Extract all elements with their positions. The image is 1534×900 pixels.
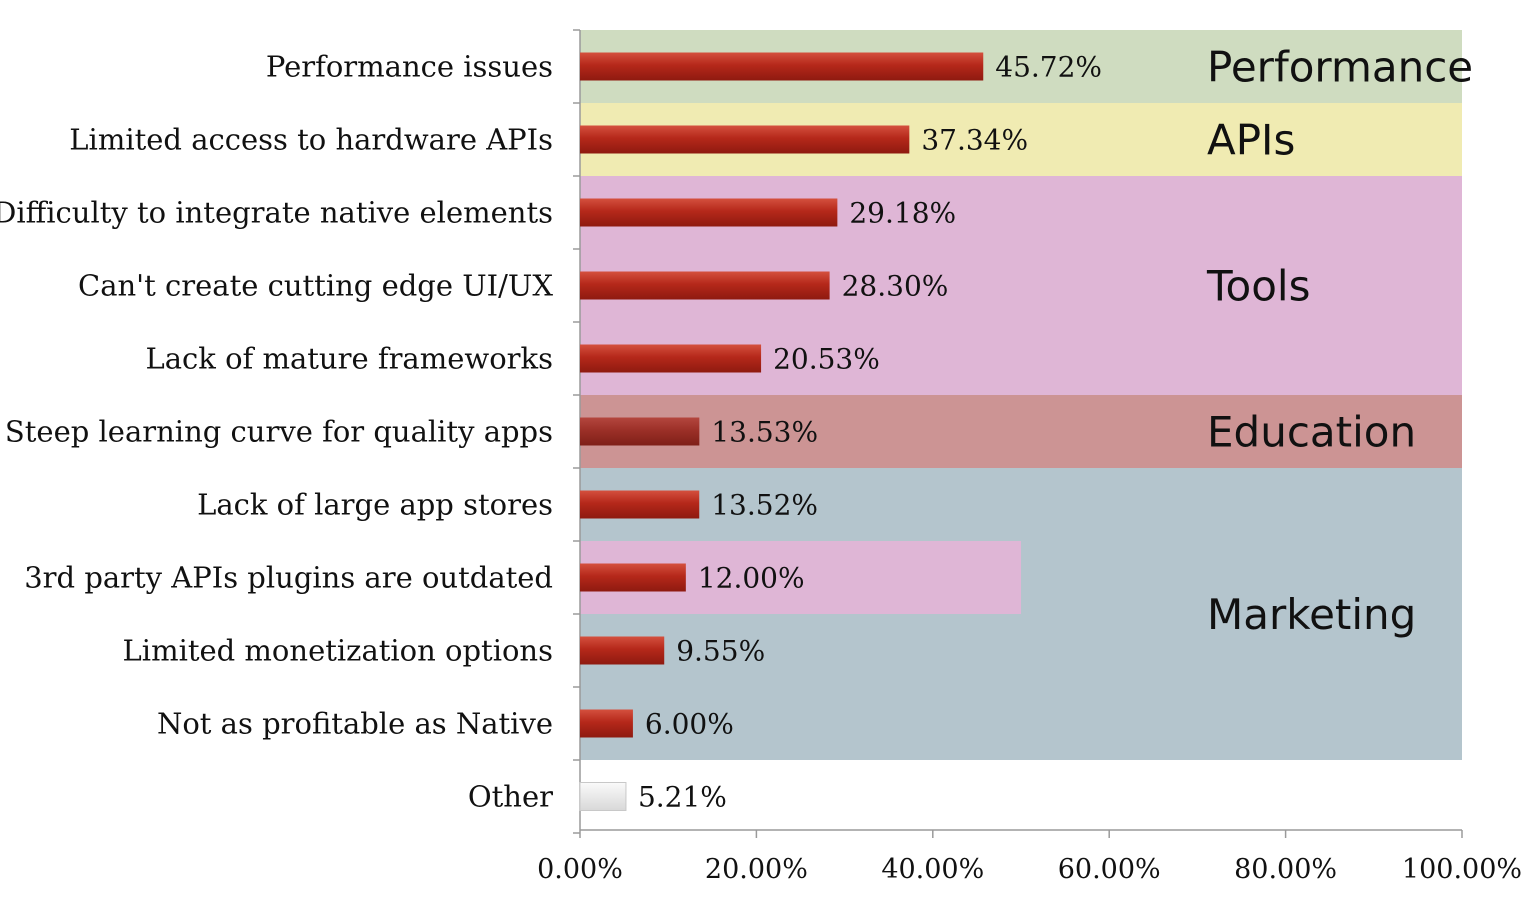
group-label-apis: APIs [1207, 116, 1295, 165]
category-label: Not as profitable as Native [157, 707, 553, 741]
bar [580, 490, 700, 519]
bar [580, 271, 830, 300]
bar [579, 782, 627, 811]
category-label: Difficulty to integrate native elements [0, 196, 553, 230]
x-tick-label: 80.00% [1234, 854, 1337, 885]
value-label: 13.53% [711, 416, 818, 449]
x-tick-label: 60.00% [1058, 854, 1161, 885]
category-label: Limited access to hardware APIs [69, 123, 553, 157]
bar [580, 563, 686, 592]
category-label: Other [468, 780, 553, 814]
category-group-bands [580, 30, 1462, 760]
value-label: 37.34% [921, 124, 1028, 157]
value-label: 29.18% [849, 197, 956, 230]
x-tick-label: 100.00% [1402, 854, 1522, 885]
value-label: 5.21% [638, 781, 727, 814]
group-label-marketing: Marketing [1207, 590, 1416, 639]
group-label-tools: Tools [1206, 262, 1310, 311]
value-label: 6.00% [645, 708, 734, 741]
bar [580, 125, 910, 154]
bar [580, 52, 984, 81]
x-tick-label: 20.00% [705, 854, 808, 885]
value-label: 28.30% [842, 270, 949, 303]
chart-labels: Performance APIs Tools Education Marketing 0.… [0, 43, 1522, 886]
value-label: 20.53% [773, 343, 880, 376]
value-label: 9.55% [676, 635, 765, 668]
x-tick-label: 0.00% [537, 854, 623, 885]
category-label: Lack of mature frameworks [145, 342, 553, 376]
category-label: Performance issues [266, 50, 553, 84]
bar [580, 198, 838, 227]
value-label: 13.52% [711, 489, 818, 522]
category-label: Can't create cutting edge UI/UX [78, 269, 553, 303]
category-label: Limited monetization options [123, 634, 553, 668]
group-label-performance: Performance [1207, 43, 1473, 92]
group-label-education: Education [1207, 408, 1416, 457]
category-label: Steep learning curve for quality apps [5, 415, 553, 449]
x-tick-label: 40.00% [881, 854, 984, 885]
data-bars [579, 52, 984, 811]
category-label: Lack of large app stores [197, 488, 553, 522]
bar [580, 709, 633, 738]
group-band-education [580, 395, 1462, 468]
bar [580, 417, 700, 446]
value-label: 45.72% [995, 51, 1102, 84]
bar [580, 344, 762, 373]
category-label: 3rd party APIs plugins are outdated [24, 561, 553, 595]
value-label: 12.00% [698, 562, 805, 595]
bar [580, 636, 665, 665]
